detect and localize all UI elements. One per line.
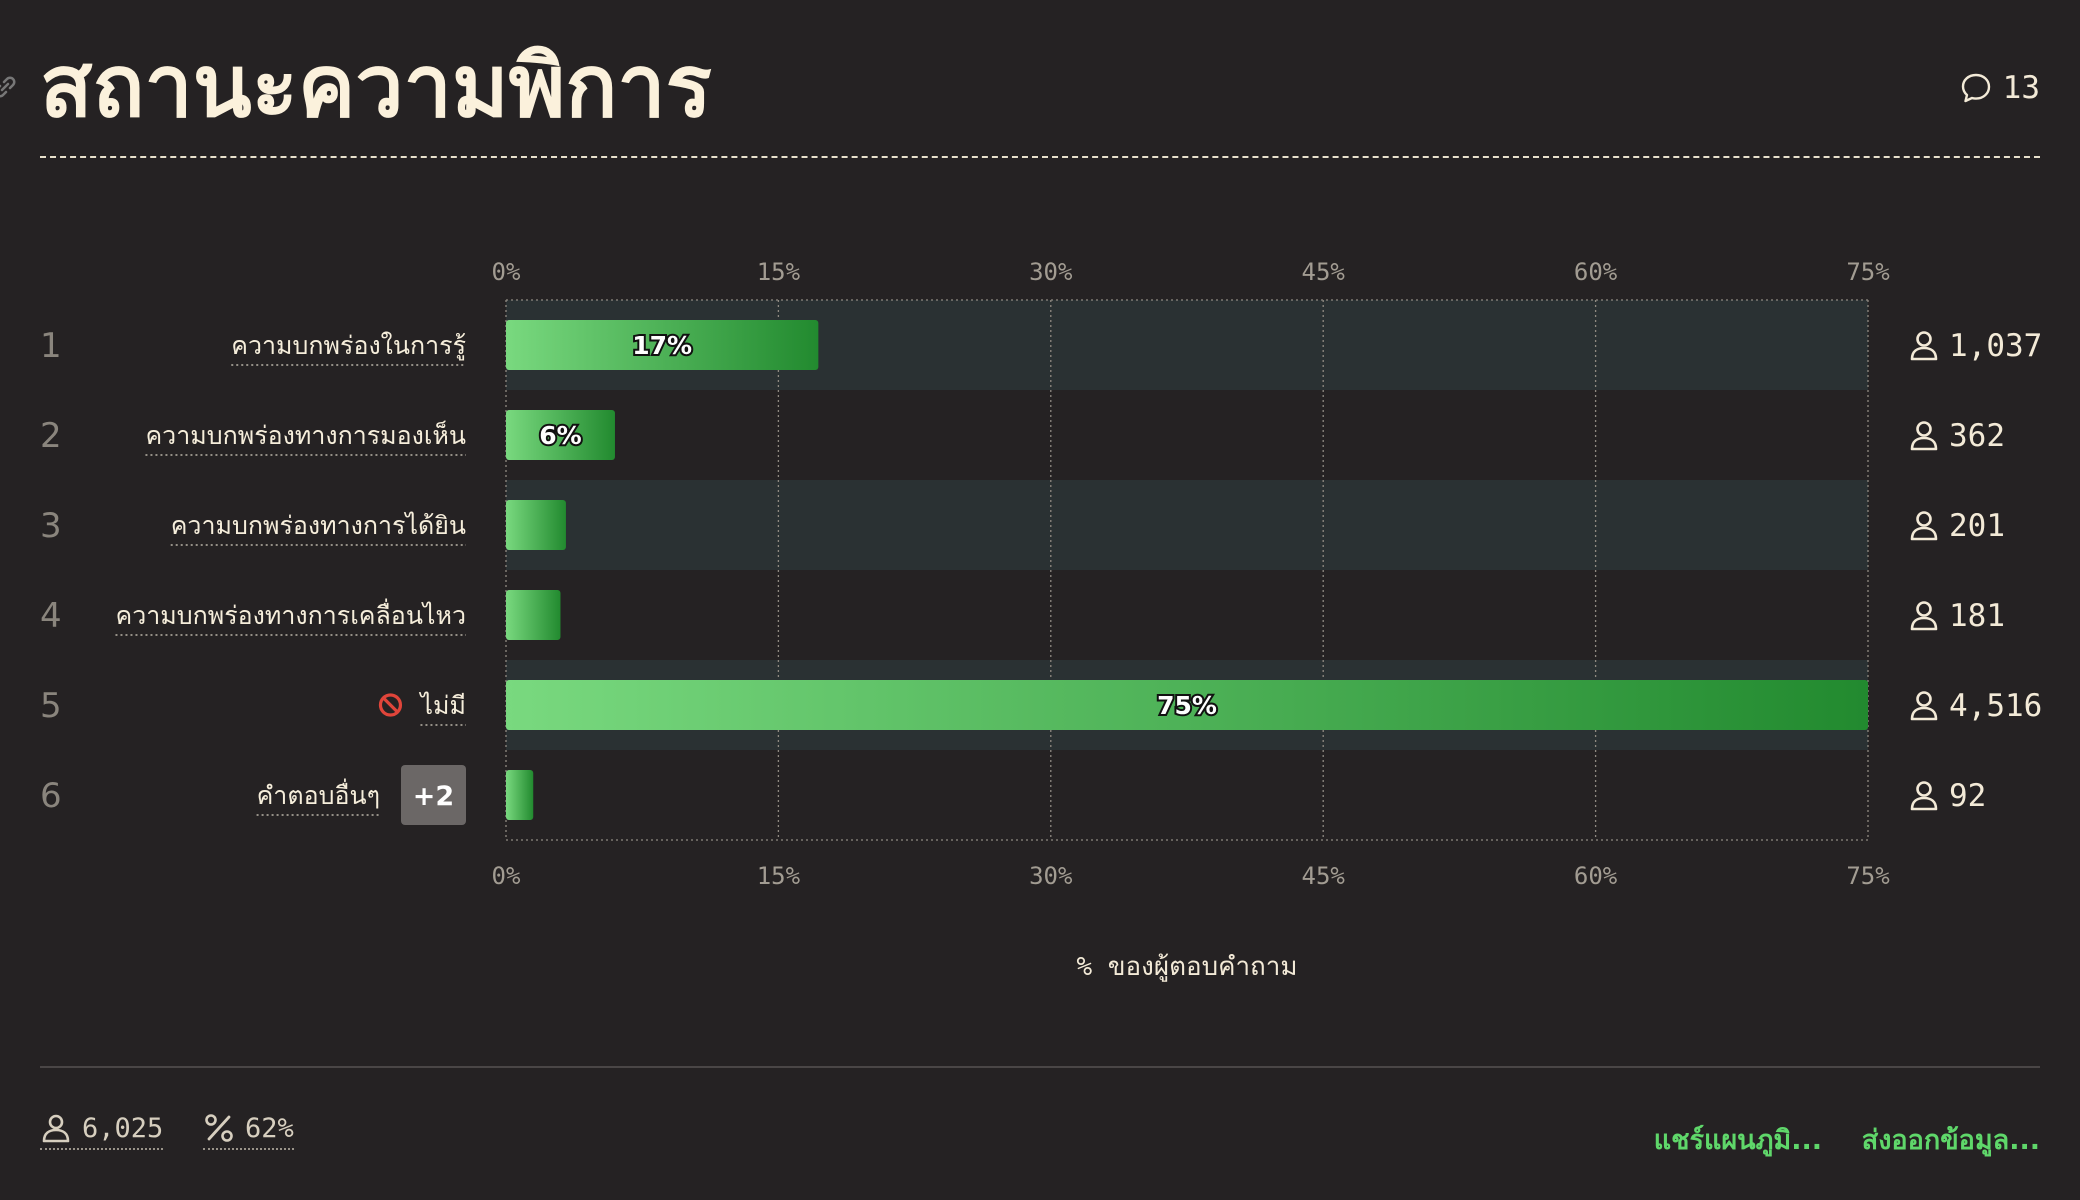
bar-value-label: 6%: [539, 421, 581, 450]
person-icon-head: [1916, 331, 1932, 347]
person-icon-head: [1916, 601, 1932, 617]
x-tick-label-top: 0%: [492, 258, 521, 286]
title-divider: [40, 156, 2040, 158]
prohibited-icon-slash: [382, 696, 399, 714]
person-icon-body: [1910, 346, 1938, 361]
person-icon: [1910, 601, 1938, 631]
bar-value-label: 75%: [1157, 691, 1217, 720]
person-icon-head: [1916, 781, 1932, 797]
category-label: ความบกพร่องทางการได้ยิน: [171, 511, 466, 540]
bar: [506, 590, 561, 640]
respondent-count: 1,037: [1949, 328, 2042, 364]
category-label: ความบกพร่องทางการมองเห็น: [145, 420, 466, 450]
export-data-button[interactable]: ส่งออกข้อมูล...: [1861, 1125, 2040, 1156]
response-rate-value: 62%: [245, 1112, 294, 1144]
respondents-value: 6,025: [82, 1112, 164, 1144]
rank-number: 3: [40, 506, 62, 546]
x-axis-title: % ของผู้ตอบคำถาม: [1076, 952, 1297, 982]
person-icon-body: [1910, 796, 1938, 811]
respondents-stat[interactable]: 6,025: [40, 1112, 164, 1150]
rank-number: 5: [40, 686, 62, 726]
chart-canvas: 0% 0% 15% 15% 30% 30% 45% 45% 60% 60% 75% 75% 1 17% คว…: [40, 258, 2042, 982]
person-icon-head: [1916, 511, 1932, 527]
prohibited-icon-ring: [378, 693, 403, 717]
x-tick-label-top: 45%: [1302, 258, 1346, 286]
rank-number: 1: [40, 326, 62, 366]
bar: [506, 410, 615, 460]
x-tick-label-top: 75%: [1846, 258, 1890, 286]
person-icon: [1910, 691, 1938, 721]
comment-count: 13: [2002, 70, 2040, 106]
person-icon-head: [1916, 421, 1932, 437]
person-icon: [42, 1114, 70, 1143]
percent-icon: [205, 1114, 233, 1142]
x-tick-label-top: 30%: [1029, 258, 1073, 286]
rank-number: 4: [40, 596, 62, 636]
respondent-count: 92: [1949, 778, 1986, 814]
row-band: [506, 480, 1868, 570]
comment-icon: [1961, 73, 1990, 103]
bar: [506, 770, 534, 820]
respondent-count: 362: [1949, 418, 2005, 454]
person-icon: [1910, 781, 1938, 811]
response-rate-stat[interactable]: 62%: [203, 1112, 294, 1150]
link-icon: [0, 76, 16, 98]
page-title: สถานะความพิการ: [40, 36, 712, 137]
bar: [506, 680, 1868, 730]
x-tick-label-bottom: 30%: [1029, 862, 1073, 890]
comments-button[interactable]: 13: [1959, 70, 2040, 106]
x-tick-label-top: 15%: [757, 258, 801, 286]
respondent-count: 4,516: [1949, 688, 2042, 724]
category-label: ความบกพร่องในการรู้: [231, 331, 466, 361]
rank-number: 2: [40, 416, 62, 456]
category-label: คำตอบอื่นๆ: [257, 778, 380, 810]
more-answers-badge-label: +2: [413, 781, 454, 812]
share-chart-button[interactable]: แชร์แผนภูมิ...: [1653, 1125, 1822, 1156]
more-answers-badge: [401, 765, 466, 825]
respondent-count: 201: [1949, 508, 2005, 544]
category-label: ความบกพร่องทางการเคลื่อนไหว: [115, 598, 466, 630]
respondent-count: 181: [1949, 598, 2005, 634]
bar-value-label: 17%: [632, 331, 692, 360]
bar: [506, 320, 819, 370]
person-icon: [1910, 511, 1938, 541]
person-icon-body: [1910, 436, 1938, 451]
x-tick-label-top: 60%: [1574, 258, 1618, 286]
person-icon-body: [1910, 706, 1938, 721]
person-icon-head: [1916, 691, 1932, 707]
x-tick-label-bottom: 75%: [1846, 862, 1890, 890]
footer-divider: [40, 1066, 2040, 1068]
x-tick-label-bottom: 0%: [492, 862, 521, 890]
person-icon-body: [1910, 616, 1938, 631]
person-icon: [1910, 421, 1938, 451]
x-tick-label-bottom: 60%: [1574, 862, 1618, 890]
x-tick-label-bottom: 15%: [757, 862, 801, 890]
person-icon-body: [1910, 526, 1938, 541]
rank-number: 6: [40, 776, 62, 816]
bar: [506, 500, 566, 550]
category-label: ไม่มี: [418, 691, 466, 720]
prohibited-icon: [378, 693, 403, 717]
person-icon: [1910, 331, 1938, 361]
x-tick-label-bottom: 45%: [1302, 862, 1346, 890]
